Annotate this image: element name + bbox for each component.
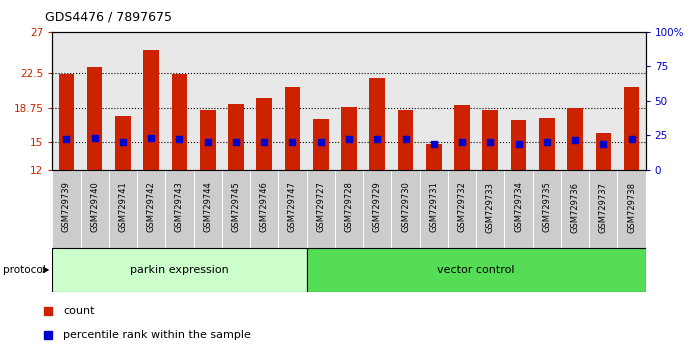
Text: GSM729733: GSM729733 (486, 182, 495, 233)
Bar (589, 170, 618, 248)
Bar (222, 170, 250, 248)
Bar (539, 118, 554, 170)
Bar (109, 170, 137, 248)
Bar (193, 170, 222, 248)
Bar (52, 170, 80, 248)
Bar (52, 248, 306, 292)
Bar (256, 98, 272, 170)
Text: GSM729739: GSM729739 (62, 182, 71, 233)
Bar (80, 170, 109, 248)
Text: GSM729729: GSM729729 (373, 182, 382, 232)
Text: percentile rank within the sample: percentile rank within the sample (64, 330, 251, 340)
Bar (398, 110, 413, 170)
Bar (250, 170, 279, 248)
Bar (624, 87, 639, 170)
Bar (144, 50, 159, 170)
Bar (341, 107, 357, 170)
Bar (561, 170, 589, 248)
Point (371, 136, 383, 142)
Bar (454, 105, 470, 170)
Point (400, 136, 411, 142)
Bar (137, 170, 165, 248)
Bar (313, 119, 329, 170)
Point (230, 139, 242, 145)
Bar (306, 170, 335, 248)
Bar (426, 144, 442, 170)
Bar (115, 116, 131, 170)
Bar (369, 78, 385, 170)
Bar (335, 170, 363, 248)
Text: GSM729746: GSM729746 (260, 182, 269, 233)
Text: GSM729743: GSM729743 (175, 182, 184, 233)
Text: parkin expression: parkin expression (130, 265, 229, 275)
Point (484, 139, 496, 145)
Text: GSM729741: GSM729741 (119, 182, 128, 232)
Text: GSM729730: GSM729730 (401, 182, 410, 233)
Text: GSM729732: GSM729732 (457, 182, 466, 233)
Point (343, 136, 355, 142)
Bar (533, 170, 561, 248)
Text: GSM729738: GSM729738 (627, 182, 636, 233)
Point (202, 139, 214, 145)
Point (89, 135, 101, 141)
Bar (476, 170, 505, 248)
Bar (363, 170, 392, 248)
Point (626, 136, 637, 142)
Text: GSM729727: GSM729727 (316, 182, 325, 233)
Bar (59, 74, 74, 170)
Bar (306, 248, 646, 292)
Text: GSM729728: GSM729728 (345, 182, 353, 233)
Bar (595, 133, 611, 170)
Bar (228, 104, 244, 170)
Point (541, 139, 552, 145)
Bar (87, 67, 103, 170)
Point (259, 139, 270, 145)
Bar (482, 110, 498, 170)
Bar (285, 87, 300, 170)
Text: vector control: vector control (438, 265, 515, 275)
Bar (172, 74, 187, 170)
Text: GSM729742: GSM729742 (147, 182, 156, 232)
Text: GSM729744: GSM729744 (203, 182, 212, 232)
Text: GSM729737: GSM729737 (599, 182, 608, 233)
Point (570, 137, 581, 142)
Point (456, 139, 468, 145)
Bar (419, 170, 448, 248)
Text: GSM729745: GSM729745 (232, 182, 241, 232)
Point (174, 136, 185, 142)
Text: GSM729740: GSM729740 (90, 182, 99, 232)
Point (315, 139, 327, 145)
Bar (511, 120, 526, 170)
Bar (618, 170, 646, 248)
Text: protocol: protocol (3, 265, 46, 275)
Point (117, 139, 128, 145)
Text: GSM729735: GSM729735 (542, 182, 551, 233)
Bar (165, 170, 193, 248)
Point (513, 141, 524, 147)
Text: GSM729747: GSM729747 (288, 182, 297, 233)
Bar (567, 108, 583, 170)
Point (146, 135, 157, 141)
Bar (448, 170, 476, 248)
Point (597, 141, 609, 147)
Text: GSM729734: GSM729734 (514, 182, 523, 233)
Point (61, 136, 72, 142)
Bar (505, 170, 533, 248)
Point (428, 141, 439, 147)
Point (287, 139, 298, 145)
Bar (392, 170, 419, 248)
Text: GSM729736: GSM729736 (570, 182, 579, 233)
Text: count: count (64, 306, 95, 316)
Bar (279, 170, 306, 248)
Bar (200, 110, 216, 170)
Text: GSM729731: GSM729731 (429, 182, 438, 233)
Text: GDS4476 / 7897675: GDS4476 / 7897675 (45, 11, 172, 24)
